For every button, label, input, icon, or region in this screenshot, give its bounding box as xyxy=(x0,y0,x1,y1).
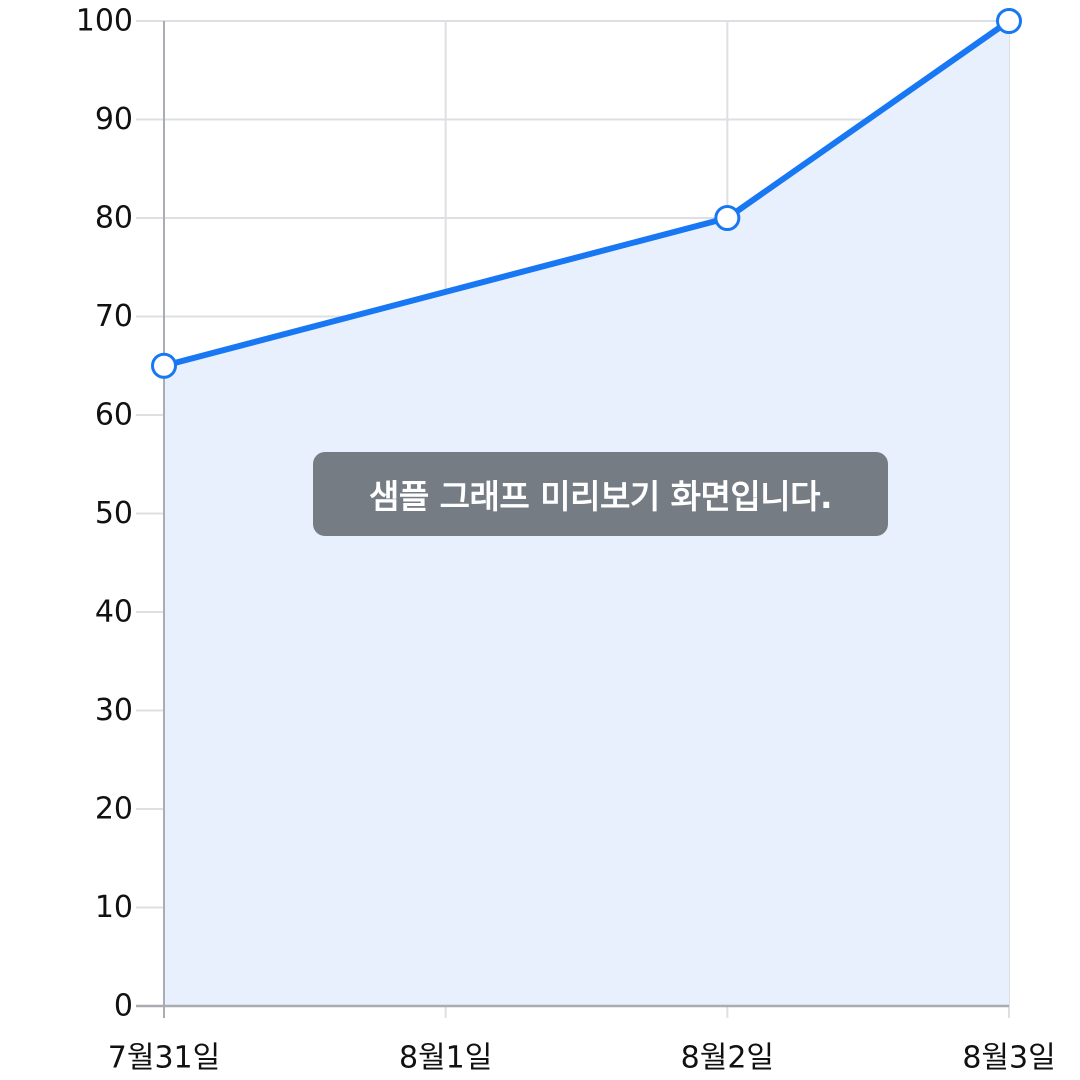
y-tick-label: 60 xyxy=(95,398,133,433)
x-tick-labels: 7월31일 8월1일 8월2일 8월3일 xyxy=(108,1041,1056,1076)
data-point-marker xyxy=(714,205,741,231)
axes xyxy=(136,21,1009,1018)
y-tick-label: 0 xyxy=(114,989,133,1024)
x-tick-label: 8월3일 xyxy=(962,1041,1055,1076)
data-points xyxy=(151,8,1022,379)
y-tick-label: 10 xyxy=(95,890,133,925)
y-tick-label: 90 xyxy=(95,102,133,137)
y-tick-label: 100 xyxy=(76,4,133,39)
y-tick-label: 70 xyxy=(95,299,133,334)
preview-notice-text: 샘플 그래프 미리보기 화면입니다. xyxy=(368,477,833,516)
data-point-marker xyxy=(151,352,177,379)
y-tick-label: 40 xyxy=(95,595,133,630)
x-tick-label: 8월2일 xyxy=(681,1041,774,1076)
x-tick-label: 8월1일 xyxy=(399,1041,492,1076)
y-tick-label: 20 xyxy=(95,792,133,827)
y-tick-labels: 0 10 20 30 40 50 60 70 80 90 100 xyxy=(76,4,133,1024)
y-tick-label: 50 xyxy=(95,496,133,531)
x-tick-label: 7월31일 xyxy=(108,1041,220,1076)
preview-notice-banner: 샘플 그래프 미리보기 화면입니다. xyxy=(313,452,888,536)
y-tick-label: 30 xyxy=(95,693,133,728)
data-point-marker xyxy=(996,8,1022,34)
y-tick-label: 80 xyxy=(95,201,133,236)
